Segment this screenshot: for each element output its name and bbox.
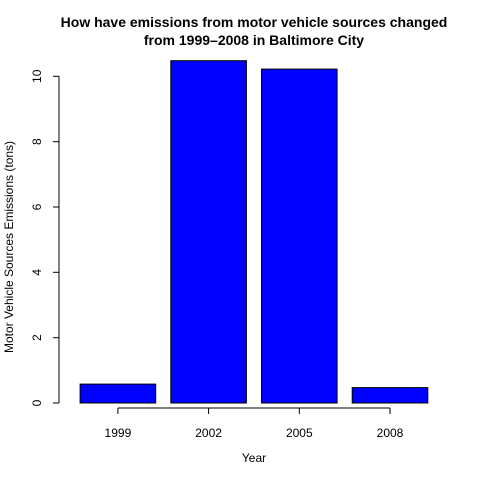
x-tick-label-2002: 2002 bbox=[195, 426, 222, 440]
bars-group bbox=[79, 60, 429, 404]
y-tick-label-10: 10 bbox=[30, 69, 44, 83]
y-axis-label: Motor Vehicle Sources Emissions (tons) bbox=[2, 141, 16, 353]
x-tick-label-2005: 2005 bbox=[286, 426, 313, 440]
chart-title-line-2: from 1999–2008 in Baltimore City bbox=[144, 32, 364, 48]
x-tick-label-1999: 1999 bbox=[105, 426, 132, 440]
x-axis-label: Year bbox=[242, 451, 266, 465]
bar-2002 bbox=[170, 60, 247, 404]
bar-1999 bbox=[79, 383, 157, 404]
bar-2008 bbox=[351, 387, 429, 404]
chart-title-line-1: How have emissions from motor vehicle so… bbox=[61, 14, 448, 30]
y-tick-label-2: 2 bbox=[30, 334, 44, 341]
y-tick-label-0: 0 bbox=[30, 399, 44, 406]
x-tick-label-2008: 2008 bbox=[377, 426, 404, 440]
x-axis: 1999 2002 2005 2008 bbox=[105, 407, 404, 440]
bar-2005 bbox=[261, 68, 338, 404]
y-axis: 0 2 4 6 8 10 bbox=[30, 69, 60, 406]
y-tick-label-4: 4 bbox=[30, 269, 44, 276]
y-tick-label-6: 6 bbox=[30, 203, 44, 210]
chart-title: How have emissions from motor vehicle so… bbox=[61, 14, 448, 48]
y-tick-label-8: 8 bbox=[30, 138, 44, 145]
